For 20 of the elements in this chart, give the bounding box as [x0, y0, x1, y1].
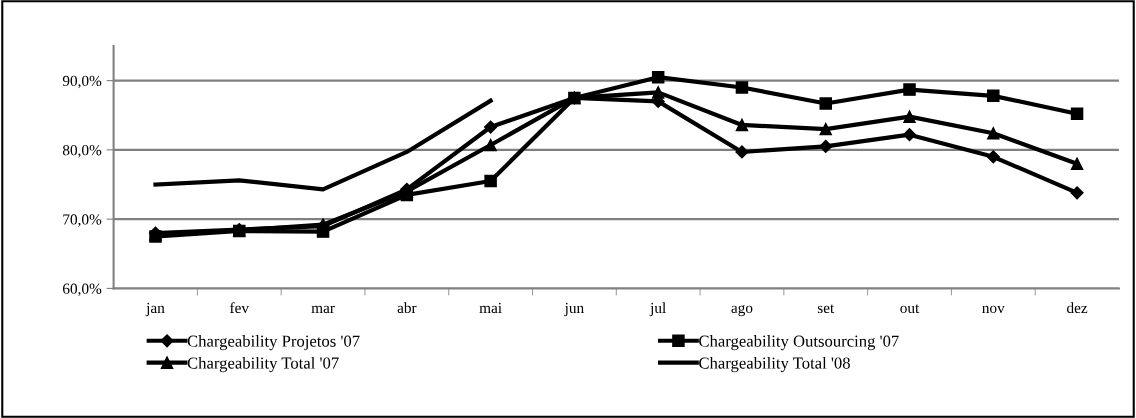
x-tick-label: jul	[649, 302, 666, 317]
x-tick-label: set	[817, 304, 835, 314]
legend-label: Chargeability Total '07	[187, 356, 339, 373]
y-tick-label: 70,0%	[63, 214, 102, 227]
y-tick-label: 90,0%	[62, 75, 102, 89]
x-tick-label: fev	[229, 302, 250, 314]
x-tick-label: jun	[564, 302, 584, 317]
x-tick-label: mar	[311, 305, 335, 314]
legend-label: Chargeability Total '08	[699, 356, 850, 373]
legend-label: Chargeability Projetos '07	[187, 335, 360, 351]
x-tick-label: jan	[145, 302, 165, 317]
x-tick-label: ago	[731, 305, 753, 317]
x-tick-label: dez	[1067, 302, 1088, 314]
x-tick-label: nov	[982, 305, 1005, 314]
y-tick-label: 80,0%	[62, 145, 102, 158]
y-tick-label: 60,0%	[62, 283, 102, 297]
x-tick-label: mai	[479, 302, 502, 314]
legend-label: Chargeability Outsourcing '07	[699, 335, 899, 351]
x-tick-label: out	[900, 304, 920, 314]
x-tick-label: abr	[397, 302, 417, 314]
